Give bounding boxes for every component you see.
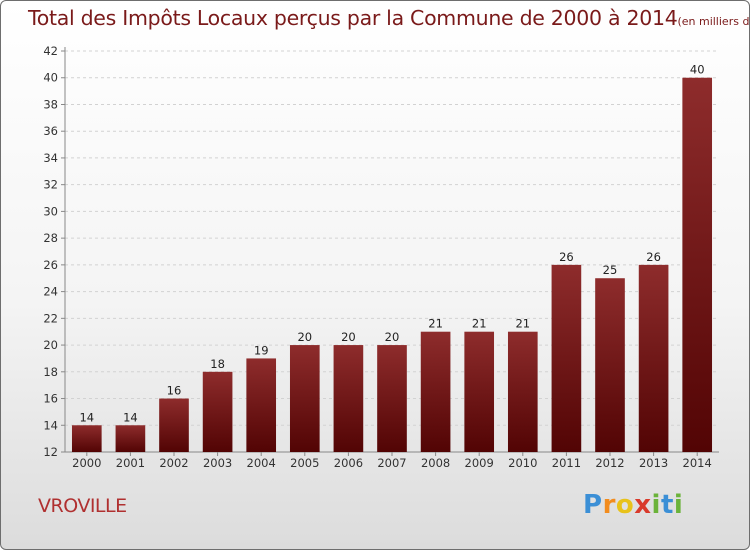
logo-letter: r (602, 490, 616, 520)
y-tick-label: 18 (43, 365, 58, 379)
bar-2004 (246, 358, 277, 452)
y-tick-label: 26 (43, 258, 58, 272)
data-label: 20 (341, 330, 356, 344)
data-label: 26 (646, 250, 661, 264)
data-label: 26 (559, 250, 574, 264)
y-tick-label: 28 (43, 231, 58, 245)
proxiti-logo: Proxiti (583, 490, 683, 520)
x-tick-label: 2009 (465, 456, 494, 470)
x-tick-label: 2008 (421, 456, 450, 470)
x-tick-label: 2004 (247, 456, 276, 470)
data-label: 25 (603, 263, 618, 277)
bar-2001 (115, 425, 146, 452)
bar-2003 (202, 371, 233, 452)
bar-2006 (333, 345, 364, 452)
data-label: 20 (297, 330, 312, 344)
bar-2002 (159, 398, 189, 452)
y-tick-label: 24 (43, 285, 58, 299)
chart-unit-label: (en milliers d'€) (677, 15, 750, 28)
data-label: 19 (254, 343, 269, 357)
y-tick-label: 40 (43, 71, 58, 85)
y-tick-label: 42 (43, 44, 58, 58)
y-tick-label: 12 (43, 445, 58, 459)
bar-2013 (638, 264, 669, 452)
bar-2008 (420, 331, 451, 452)
bar-2007 (377, 345, 407, 452)
x-tick-label: 2011 (552, 456, 581, 470)
chart-title-text: Total des Impôts Locaux perçus par la Co… (28, 6, 678, 30)
logo-letter: o (615, 490, 635, 520)
bar-2000 (71, 425, 102, 452)
x-tick-label: 2003 (203, 456, 232, 470)
y-tick-label: 34 (43, 151, 58, 165)
bar-2011 (551, 264, 582, 452)
data-label: 14 (123, 410, 138, 424)
bar-2009 (464, 331, 495, 452)
data-label: 21 (472, 317, 487, 331)
logo-letter: i (673, 490, 684, 520)
y-tick-label: 20 (43, 338, 58, 352)
x-tick-label: 2006 (334, 456, 363, 470)
data-label: 20 (385, 330, 400, 344)
y-tick-label: 16 (43, 392, 58, 406)
data-labels: 14 14 16 18 19 20 20 20 21 21 21 26 25 26 40 (79, 63, 704, 425)
logo-letter: P (583, 490, 603, 520)
y-tick-label: 22 (43, 311, 58, 325)
x-tick-label: 2005 (290, 456, 319, 470)
x-tick-label: 2012 (595, 456, 624, 470)
bar-2014 (682, 77, 713, 452)
x-tick-label: 2007 (377, 456, 406, 470)
logo-letter: x (634, 490, 652, 520)
logo-letter: i (651, 490, 661, 520)
logo-letter: t (660, 490, 674, 520)
y-tick-label: 38 (43, 97, 58, 111)
y-tick-label: 36 (43, 124, 58, 138)
bar-2012 (595, 278, 625, 452)
data-label: 16 (167, 384, 182, 398)
data-label: 18 (210, 357, 225, 371)
commune-name: VROVILLE (38, 495, 127, 517)
bar-2005 (289, 345, 320, 452)
x-tick-labels: 2000 2001 2002 2003 2004 2005 2006 2007 2008 2009… (72, 456, 712, 470)
x-tick-label: 2014 (683, 456, 712, 470)
bars (71, 77, 713, 452)
y-tick-labels: 12 14 16 18 20 22 24 26 28 30 32 34 36 38 40 42 (43, 44, 58, 459)
data-label: 21 (428, 317, 443, 331)
x-tick-label: 2013 (639, 456, 668, 470)
y-tick-label: 32 (43, 178, 58, 192)
y-tick-label: 14 (43, 418, 58, 432)
x-tick-label: 2001 (116, 456, 145, 470)
x-tick-label: 2002 (159, 456, 188, 470)
data-label: 40 (690, 63, 705, 77)
data-label: 21 (515, 317, 530, 331)
bar-2010 (507, 331, 538, 452)
x-tick-label: 2000 (72, 456, 101, 470)
x-tick-label: 2010 (508, 456, 537, 470)
data-label: 14 (79, 410, 94, 424)
y-tick-label: 30 (43, 204, 58, 218)
chart-title: Total des Impôts Locaux perçus par la Co… (28, 6, 750, 30)
